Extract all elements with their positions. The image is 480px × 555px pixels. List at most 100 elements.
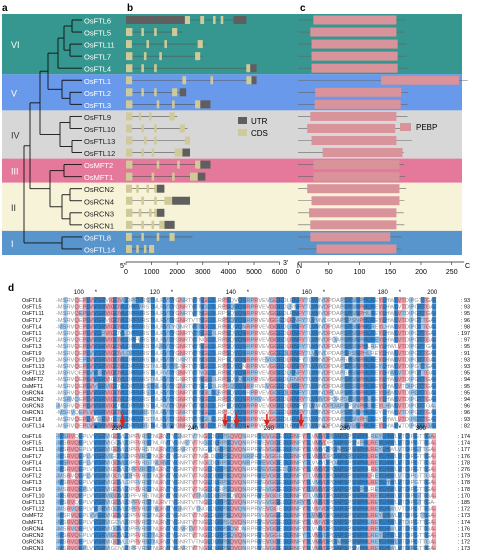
alignment-cell (249, 422, 254, 429)
alignment-cell (170, 409, 174, 416)
alignment-seq-end: : 174 (458, 434, 470, 440)
alignment-cell (352, 415, 357, 422)
alignment-cell (234, 452, 239, 459)
alignment-cell (253, 396, 258, 403)
alignment-cell (67, 439, 72, 446)
alignment-residues: -MSRVQEPLVVGRVIGDVLDPFVRSTNLRVTYGNRTVTNG… (56, 434, 436, 440)
alignment-cell (120, 363, 125, 370)
alignment-cell (310, 512, 315, 519)
alignment-cell (310, 389, 315, 396)
alignment-cell (303, 439, 307, 446)
alignment-cell (173, 459, 178, 466)
alignment-cell (253, 402, 258, 409)
alignment-cell (204, 349, 209, 356)
alignment-cell (181, 389, 186, 396)
alignment-cell (356, 303, 361, 310)
alignment-cell (268, 389, 273, 396)
alignment-cell (341, 505, 345, 512)
alignment-cell (132, 349, 136, 356)
alignment-cell (344, 505, 349, 512)
alignment-cell (253, 303, 258, 310)
alignment-cell (97, 409, 102, 416)
alignment-cell (86, 369, 91, 376)
alignment-cell (147, 505, 152, 512)
alignment-cell (303, 545, 307, 552)
alignment-cell (208, 422, 212, 429)
alignment-cell (428, 422, 433, 429)
alignment-residues: -MSRVQEPLVVGRVIGDVLDPFVRSTNLRVTYGNRTVTNG… (56, 540, 436, 546)
alignment-cell (208, 485, 212, 492)
alignment-cell (341, 303, 345, 310)
clade-label-IV: IV (11, 131, 20, 141)
alignment-cell (379, 459, 383, 466)
alignment-cell (238, 310, 243, 317)
alignment-cell (291, 415, 296, 422)
alignment-cell (166, 310, 171, 317)
alignment-cell (227, 492, 231, 499)
alignment-cell (215, 532, 220, 539)
alignment-cell (420, 369, 425, 376)
alignment-residues: -MSRVQEPLVVGRVIGDVLDPFVRSTNLRVTYGNRTVTNG… (56, 460, 436, 466)
alignment-seq-end: : 96 (461, 404, 470, 410)
alignment-cell (192, 415, 197, 422)
alignment-cell (97, 485, 102, 492)
alignment-cell (341, 376, 345, 383)
alignment-cell (413, 505, 418, 512)
alignment-cell (181, 310, 186, 317)
alignment-cell (417, 396, 421, 403)
alignment-cell (325, 422, 330, 429)
alignment-cell (71, 439, 76, 446)
alignment-cell (63, 402, 68, 409)
alignment-cell (432, 389, 437, 396)
alignment-cell (371, 452, 376, 459)
alignment-cell (356, 297, 361, 304)
alignment-cell (143, 545, 148, 552)
alignment-cell (246, 376, 250, 383)
alignment-cell (242, 343, 247, 350)
alignment-cell (360, 505, 364, 512)
cds-block (149, 112, 152, 121)
alignment-cell (173, 532, 178, 539)
cds-block (151, 220, 155, 229)
alignment-cell (90, 363, 95, 370)
alignment-cell (166, 349, 171, 356)
alignment-cell (113, 422, 117, 429)
alignment-cell (295, 415, 300, 422)
alignment-cell (105, 330, 110, 337)
alignment-cell (71, 466, 76, 473)
alignment-cell (56, 505, 60, 512)
alignment-cell (181, 409, 186, 416)
alignment-cell (249, 402, 254, 409)
alignment-cell (322, 439, 326, 446)
alignment-cell (135, 439, 140, 446)
alignment-cell (265, 356, 269, 363)
alignment-cell (382, 545, 387, 552)
alignment-cell (223, 532, 228, 539)
ruler-dot: * (399, 426, 402, 432)
alignment-cell (227, 389, 231, 396)
alignment-cell (135, 323, 140, 330)
alignment-seq-end: : 97 (461, 338, 470, 344)
alignment-cell (113, 356, 117, 363)
alignment-cell (173, 545, 178, 552)
alignment-cell (390, 532, 395, 539)
alignment-cell (322, 402, 326, 409)
alignment-cell (59, 532, 64, 539)
alignment-cell (299, 499, 304, 506)
alignment-cell (97, 545, 102, 552)
alignment-cell (56, 439, 60, 446)
alignment-cell (352, 439, 357, 446)
alignment-cell (234, 336, 239, 343)
conserved-residue-arrow-stem (224, 414, 226, 421)
alignment-cell (249, 363, 254, 370)
alignment-cell (344, 452, 349, 459)
alignment-cell (181, 545, 186, 552)
alignment-cell (139, 316, 144, 323)
alignment-residues: -MSRVQEPLVVGRVIGDVLDPFVRSTNLRVTYGNRTVTNG… (56, 404, 436, 410)
alignment-cell (356, 396, 361, 403)
alignment-cell (401, 303, 406, 310)
alignment-cell (242, 512, 247, 519)
alignment-cell (238, 396, 243, 403)
alignment-cell (135, 316, 140, 323)
alignment-cell (219, 532, 224, 539)
